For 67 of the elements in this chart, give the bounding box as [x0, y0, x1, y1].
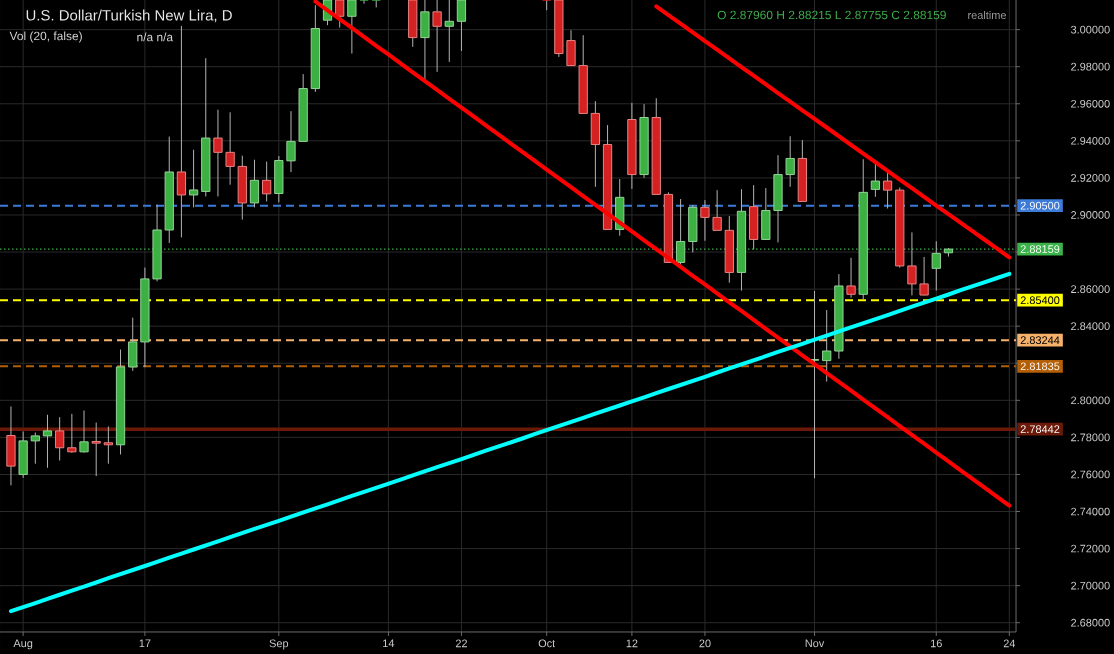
candlestick — [262, 161, 272, 202]
x-tick-label: 20 — [699, 639, 711, 648]
candlestick — [882, 172, 893, 209]
x-tick-label: 24 — [1003, 639, 1016, 648]
candlestick — [822, 309, 832, 383]
candlestick — [249, 159, 260, 208]
candlestick — [42, 414, 53, 469]
candlestick — [225, 111, 235, 186]
candlestick — [700, 199, 710, 242]
y-tick-label: 2.72000 — [1071, 544, 1110, 553]
candlestick — [712, 189, 722, 231]
candlestick — [188, 149, 199, 208]
ref-line-label: 2.90500 — [1020, 201, 1060, 210]
candlestick — [67, 413, 77, 454]
y-tick-label: 2.70000 — [1071, 581, 1110, 590]
annotation: n/a n/a — [137, 32, 174, 42]
x-tick-label: Sep — [269, 639, 289, 650]
y-tick-label: 2.90000 — [1071, 211, 1110, 219]
y-tick-label: 2.80000 — [1071, 396, 1110, 405]
ref-line-label: 2.83244 — [1020, 336, 1060, 345]
text: U.S. Dollar/Turkish New Lira, D — [26, 9, 232, 23]
y-tick-label: 2.94000 — [1071, 136, 1110, 145]
y-tick-label: 3.00000 — [1070, 25, 1110, 34]
candlestick — [542, 0, 552, 11]
x-tick-label: Oct — [538, 639, 556, 648]
candlestick — [103, 425, 114, 465]
y-tick-label: 2.74000 — [1071, 507, 1110, 516]
x-tick-label: 12 — [626, 639, 638, 648]
x-tick-label: 14 — [383, 639, 395, 648]
candlestick — [444, 0, 454, 63]
candlestick — [91, 422, 101, 477]
ref-line-label: 2.81835 — [1020, 362, 1060, 371]
x-tick-label: Nov — [805, 639, 825, 648]
ref-line-label: 2.78442 — [1020, 425, 1060, 434]
candlestick — [870, 162, 881, 198]
candlestick — [456, 0, 467, 52]
y-tick-label: 2.98000 — [1071, 62, 1110, 71]
candlestick — [79, 410, 89, 454]
annotation: O 2.87960 H 2.88215 L 2.87755 C 2.88159 — [717, 10, 946, 20]
candlestick — [335, 0, 345, 29]
ref-line-label: 2.85400 — [1020, 296, 1060, 305]
candlestick — [347, 0, 357, 55]
y-tick-label: 2.68000 — [1071, 618, 1110, 627]
ref-line-label: 2.88159 — [1020, 245, 1060, 253]
x-tick-label: 22 — [455, 639, 467, 648]
candlestick — [359, 0, 369, 5]
annotation: realtime — [968, 10, 1006, 20]
candlestick — [213, 109, 223, 197]
x-tick-label: Aug — [13, 639, 33, 650]
y-tick-label: 2.78000 — [1071, 433, 1110, 442]
candlestick — [55, 416, 65, 462]
y-tick-label: 2.96000 — [1071, 99, 1110, 108]
y-tick-label: 2.86000 — [1071, 285, 1110, 293]
candlestick — [432, 0, 442, 73]
x-tick-label: 17 — [139, 639, 151, 648]
x-tick-label: 16 — [931, 639, 942, 648]
candlestick — [30, 432, 40, 465]
candlestick — [846, 257, 856, 299]
candlestick — [907, 231, 917, 296]
annotation: Vol (20, false) — [9, 31, 82, 43]
y-tick-label: 2.92000 — [1071, 174, 1110, 182]
y-tick-label: 2.84000 — [1071, 322, 1110, 331]
candlestick — [176, 25, 187, 238]
y-tick-label: 2.76000 — [1071, 470, 1110, 479]
candlestick — [919, 256, 929, 296]
candlestick — [785, 135, 795, 188]
candlestick — [286, 110, 296, 173]
